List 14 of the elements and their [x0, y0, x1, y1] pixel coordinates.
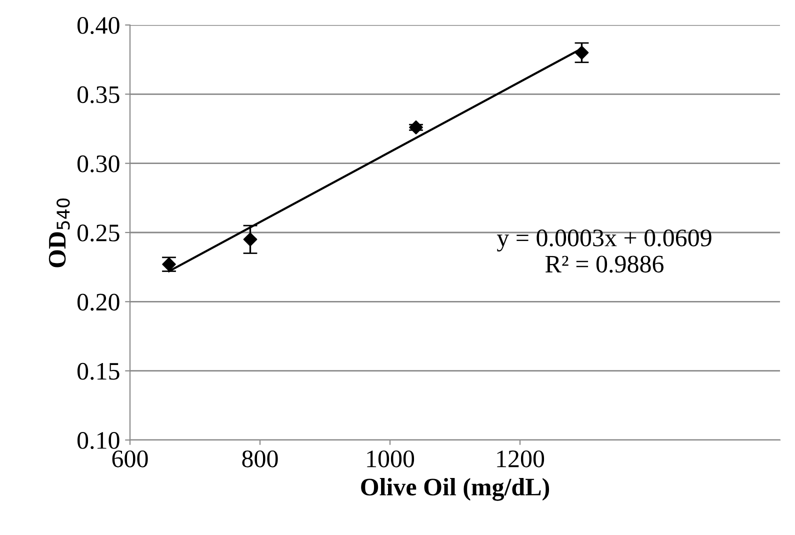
x-tick-label: 800 — [242, 450, 278, 468]
annotation: y = 0.0003x + 0.0609 R² = 0.9886 — [496, 229, 712, 273]
y-tick-label: 0.20 — [77, 294, 120, 311]
y-tick-label: 0.25 — [77, 224, 120, 242]
y-tick-label: 0.10 — [77, 432, 120, 450]
x-tick-label: 1200 — [497, 450, 544, 468]
y-tick-label: 0.15 — [77, 362, 120, 380]
x-tick-label: 1000 — [367, 450, 414, 468]
x-tick-label: 600 — [112, 450, 148, 468]
y-tick-label: 0.35 — [77, 86, 120, 104]
y-axis-title: OD$_{540}$ — [48, 198, 70, 268]
y-tick-label: 0.30 — [77, 155, 120, 172]
y-tick-label: 0.40 — [77, 17, 120, 34]
x-axis-title: Olive Oil (mg/dL) — [361, 478, 550, 501]
